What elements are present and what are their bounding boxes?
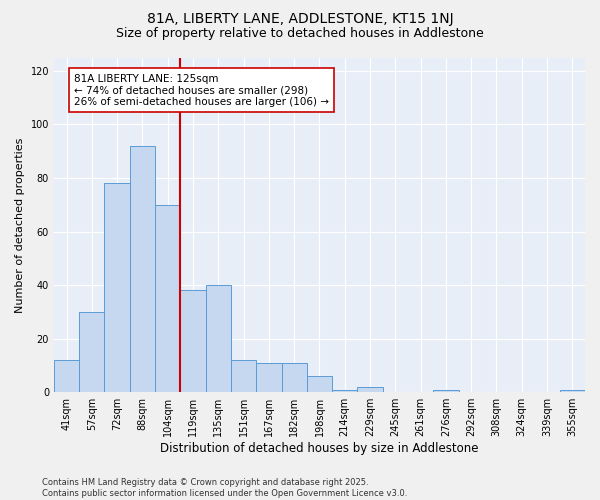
Bar — [231, 360, 256, 392]
Bar — [206, 285, 231, 392]
Text: Size of property relative to detached houses in Addlestone: Size of property relative to detached ho… — [116, 28, 484, 40]
Bar — [104, 184, 130, 392]
Bar — [332, 390, 358, 392]
Bar — [181, 290, 206, 392]
Bar — [307, 376, 332, 392]
Bar — [433, 390, 458, 392]
Bar — [560, 390, 585, 392]
Bar — [54, 360, 79, 392]
Bar — [256, 363, 281, 392]
X-axis label: Distribution of detached houses by size in Addlestone: Distribution of detached houses by size … — [160, 442, 479, 455]
Bar — [130, 146, 155, 392]
Text: Contains HM Land Registry data © Crown copyright and database right 2025.
Contai: Contains HM Land Registry data © Crown c… — [42, 478, 407, 498]
Y-axis label: Number of detached properties: Number of detached properties — [15, 137, 25, 312]
Bar — [358, 387, 383, 392]
Bar — [155, 205, 181, 392]
Text: 81A LIBERTY LANE: 125sqm
← 74% of detached houses are smaller (298)
26% of semi-: 81A LIBERTY LANE: 125sqm ← 74% of detach… — [74, 74, 329, 107]
Bar — [281, 363, 307, 392]
Bar — [79, 312, 104, 392]
Text: 81A, LIBERTY LANE, ADDLESTONE, KT15 1NJ: 81A, LIBERTY LANE, ADDLESTONE, KT15 1NJ — [146, 12, 454, 26]
